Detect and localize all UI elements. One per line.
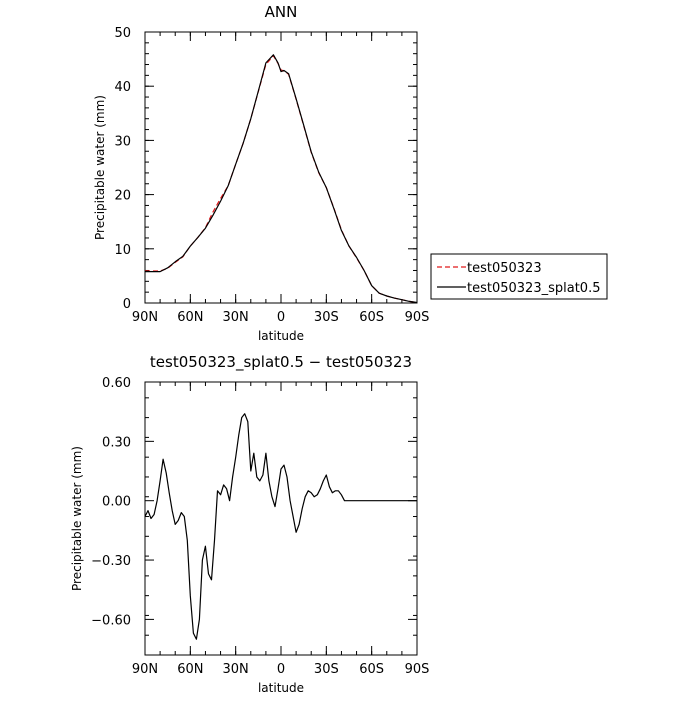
y-tick-label: 0.00 — [102, 495, 131, 510]
legend-label-2: test050323_splat0.5 — [467, 281, 600, 296]
y-tick-label: 10 — [114, 243, 131, 258]
plot-frame — [144, 31, 418, 304]
series-line-1 — [144, 413, 417, 640]
x-tick-label: 90S — [405, 662, 430, 677]
y-tick-label: 40 — [114, 80, 131, 95]
x-tick-label: 0 — [277, 310, 285, 325]
y-tick-label: 0.60 — [102, 376, 131, 391]
legend-label-1: test050323 — [467, 261, 542, 276]
x-tick-label: 30N — [223, 310, 249, 325]
y-tick-label: −0.30 — [91, 554, 131, 569]
y-tick-label: 0.30 — [102, 435, 131, 450]
y-tick-label: 20 — [114, 189, 131, 204]
plot-frame — [144, 381, 418, 656]
series-line-2 — [145, 54, 418, 304]
chart-title: ANN — [265, 3, 298, 21]
x-tick-label: 60N — [177, 310, 203, 325]
y-tick-label: 0 — [123, 297, 131, 312]
chart-panel-1: ANN 90N 60N 30N 0 30S 60S 90S 0 10 20 30 40 50 latitud… — [93, 3, 608, 343]
x-axis-label: latitude — [258, 329, 304, 343]
x-axis-label: latitude — [258, 681, 304, 695]
legend-box — [430, 253, 608, 300]
y-axis-label: Precipitable water (mm) — [93, 95, 107, 240]
x-tick-label: 30S — [314, 662, 339, 677]
y-tick-label: 30 — [114, 134, 131, 149]
x-tick-label: 90N — [132, 310, 158, 325]
x-tick-label: 0 — [277, 662, 285, 677]
x-tick-label: 90N — [132, 662, 158, 677]
x-tick-label: 60S — [359, 310, 384, 325]
x-tick-label: 60N — [177, 662, 203, 677]
x-tick-label: 30S — [314, 310, 339, 325]
x-tick-label: 30N — [223, 662, 249, 677]
y-tick-label: 50 — [114, 26, 131, 41]
y-tick-label: −0.60 — [91, 613, 131, 628]
y-axis-label: Precipitable water (mm) — [70, 446, 84, 591]
legend: test050323 test050323_splat0.5 — [430, 253, 608, 300]
chart-title: test050323_splat0.5 − test050323 — [150, 353, 412, 372]
chart-panel-2: test050323_splat0.5 − test050323 90N 60N 30… — [70, 353, 429, 695]
series-line-1 — [145, 55, 418, 304]
x-tick-label: 90S — [405, 310, 430, 325]
x-tick-label: 60S — [359, 662, 384, 677]
